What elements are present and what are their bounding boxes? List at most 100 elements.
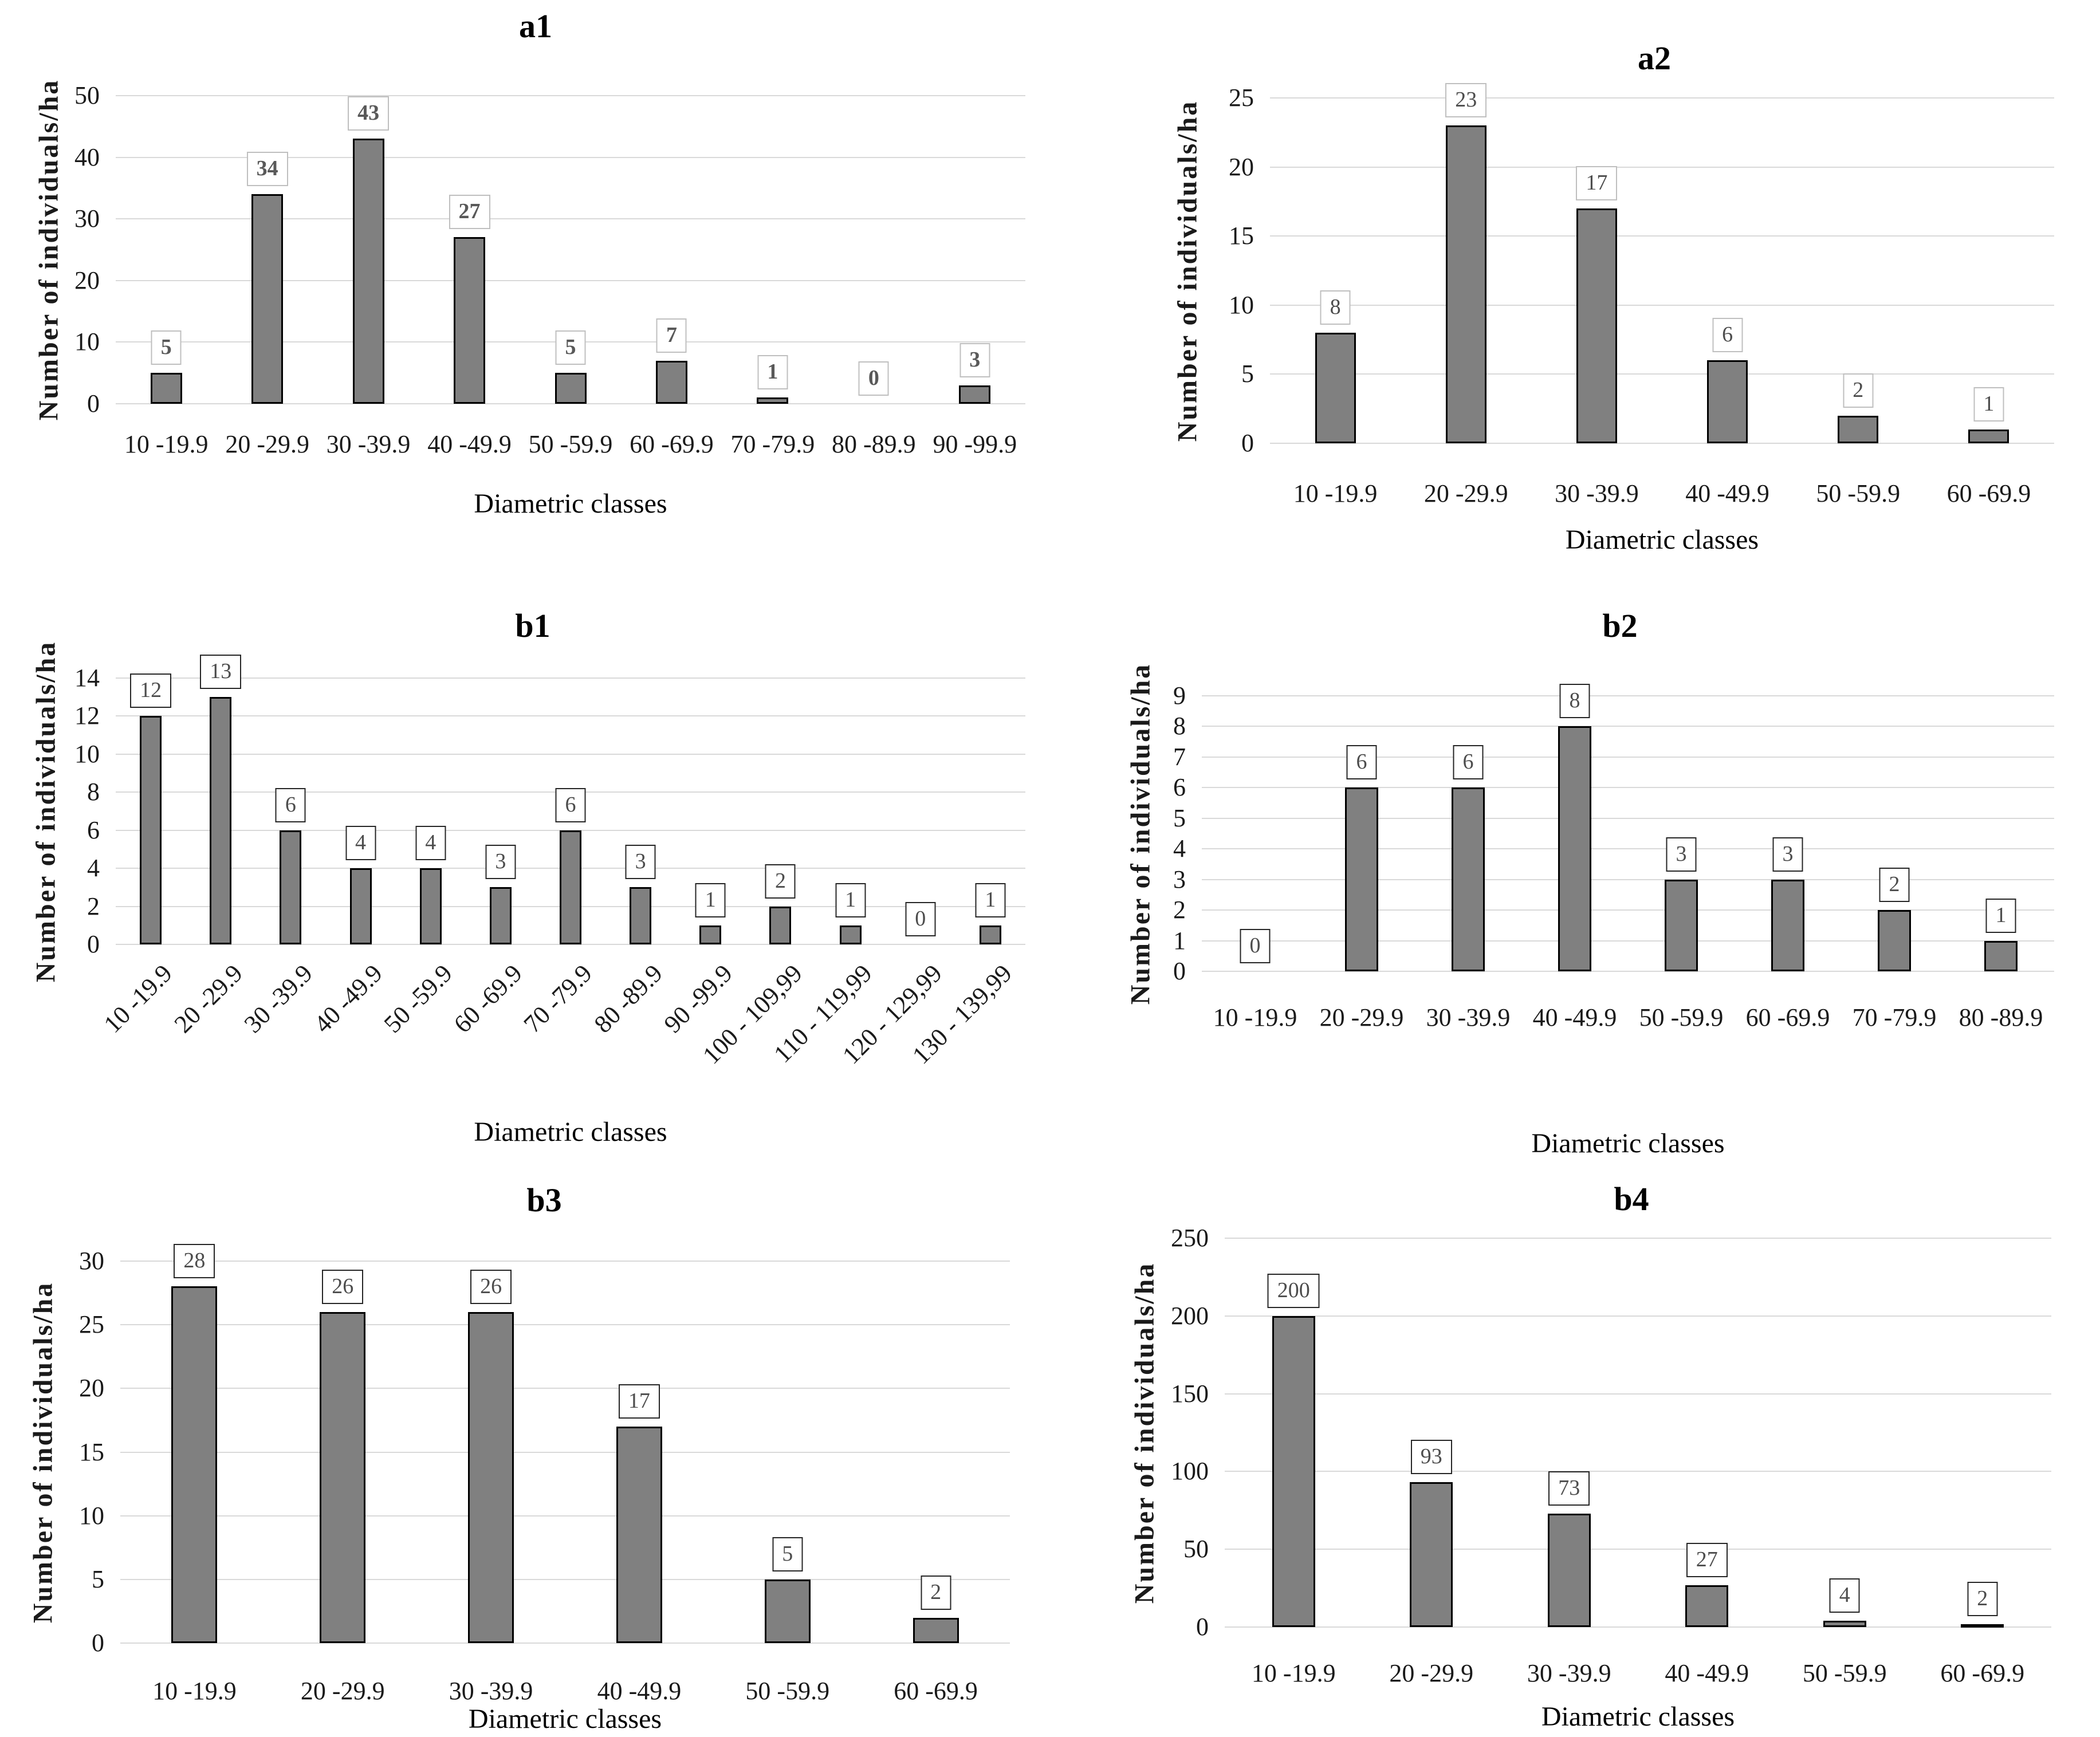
gridline	[1202, 971, 2054, 972]
bar	[1878, 910, 1911, 971]
bar-value-label: 4	[1829, 1578, 1860, 1613]
gridline	[1270, 97, 2054, 99]
bar	[959, 385, 990, 404]
bar-value-label: 6	[555, 788, 586, 822]
y-tick-label: 20	[74, 266, 100, 294]
gridline	[120, 1643, 1010, 1644]
y-tick-label: 2	[1173, 896, 1186, 924]
bar	[151, 373, 182, 404]
bar-value-label: 200	[1267, 1274, 1320, 1308]
gridline	[116, 678, 1025, 679]
y-tick-label: 1	[1173, 926, 1186, 955]
y-tick-label: 10	[79, 1501, 104, 1530]
y-tick-label: 6	[1173, 773, 1186, 802]
bar-value-label: 1	[1973, 387, 2004, 422]
bar	[555, 373, 587, 404]
x-tick-label: 30 -39.9	[1527, 1659, 1611, 1687]
bar	[210, 697, 231, 944]
y-tick-label: 0	[87, 389, 100, 417]
bar	[353, 139, 384, 404]
x-tick-label: 90 -99.9	[933, 430, 1017, 458]
x-tick-label: 50 -59.9	[1802, 1659, 1887, 1687]
y-tick-label: 250	[1171, 1224, 1209, 1252]
bar	[1558, 726, 1591, 971]
x-tick-label: 10 -19.9	[1251, 1659, 1336, 1687]
bar	[1823, 1621, 1866, 1627]
bar	[1446, 125, 1486, 443]
gridline	[1270, 443, 2054, 444]
y-tick-label: 0	[1173, 957, 1186, 985]
x-tick-label: 50 -59.9	[745, 1677, 830, 1705]
gridline	[116, 715, 1025, 717]
y-tick-label: 0	[92, 1629, 104, 1657]
y-tick-label: 20	[79, 1374, 104, 1403]
gridline	[1270, 235, 2054, 237]
x-tick-label: 50 -59.9	[378, 959, 458, 1039]
x-tick-label: 60 -69.9	[448, 959, 528, 1039]
x-tick-label: 40 -49.9	[1665, 1659, 1749, 1687]
bar	[350, 868, 372, 944]
gridline	[1225, 1471, 2051, 1472]
y-tick-label: 5	[1173, 803, 1186, 832]
x-tick-label: 30 -39.9	[1555, 479, 1639, 507]
chart-title: b4	[1614, 1180, 1649, 1218]
bar	[454, 237, 485, 404]
chart-a2: a2 Number of individuals/ha Diametric cl…	[1050, 0, 2100, 579]
y-tick-label: 25	[1229, 84, 1254, 112]
gridline	[1225, 1393, 2051, 1395]
bar-value-label: 2	[921, 1575, 951, 1610]
gridline	[1202, 940, 2054, 942]
bar-value-label: 2	[765, 864, 796, 899]
gridline	[116, 829, 1025, 831]
bar	[699, 925, 721, 944]
plot-area	[1270, 97, 2054, 444]
y-tick-label: 4	[1173, 834, 1186, 863]
gridline	[1270, 373, 2054, 375]
bar	[280, 830, 301, 944]
x-axis-title: Diametric classes	[1565, 525, 1759, 555]
bar-value-label: 26	[470, 1270, 512, 1304]
bar	[1548, 1514, 1591, 1627]
y-tick-label: 40	[74, 143, 100, 171]
bar-value-label: 6	[275, 788, 306, 822]
x-tick-label: 50 -59.9	[1816, 479, 1901, 507]
bar-value-label: 5	[151, 330, 182, 365]
x-tick-label: 50 -59.9	[1639, 1003, 1724, 1031]
bar-value-label: 6	[1453, 745, 1484, 779]
y-tick-label: 15	[79, 1437, 104, 1466]
gridline	[1270, 304, 2054, 306]
x-tick-label: 60 -69.9	[630, 430, 714, 458]
bar-value-label: 5	[555, 330, 586, 365]
x-tick-label: 70 -79.9	[518, 959, 598, 1039]
bar	[1315, 333, 1356, 443]
bar	[1771, 880, 1804, 971]
bar-value-label: 43	[348, 96, 390, 131]
y-tick-label: 25	[79, 1310, 104, 1339]
chart-b1: b1 Number of individuals/ha Diametric cl…	[0, 579, 1050, 1158]
bar-value-label: 3	[1772, 837, 1803, 872]
x-tick-label: 10 -19.9	[99, 959, 178, 1039]
bar	[560, 830, 581, 944]
bar	[140, 716, 162, 944]
bar-value-label: 3	[625, 845, 656, 879]
bar	[1838, 416, 1878, 443]
gridline	[120, 1261, 1010, 1262]
bar	[1685, 1585, 1728, 1627]
x-tick-label: 60 -69.9	[1745, 1003, 1830, 1031]
bar-value-label: 13	[200, 655, 242, 689]
x-tick-label: 20 -29.9	[1389, 1659, 1474, 1687]
x-tick-label: 50 -59.9	[528, 430, 613, 458]
bar	[1345, 787, 1378, 971]
y-tick-label: 5	[1241, 360, 1254, 388]
bar-value-label: 1	[975, 883, 1006, 917]
bar-value-label: 27	[1686, 1543, 1728, 1577]
bar-value-label: 1	[835, 883, 866, 917]
gridline	[1225, 1626, 2051, 1628]
bar-value-label: 1	[695, 883, 726, 917]
bar	[320, 1312, 365, 1643]
chart-title: b1	[515, 607, 550, 644]
bar-value-label: 0	[1240, 929, 1271, 963]
bar-value-label: 4	[345, 826, 376, 860]
x-tick-label: 10 -19.9	[1293, 479, 1378, 507]
